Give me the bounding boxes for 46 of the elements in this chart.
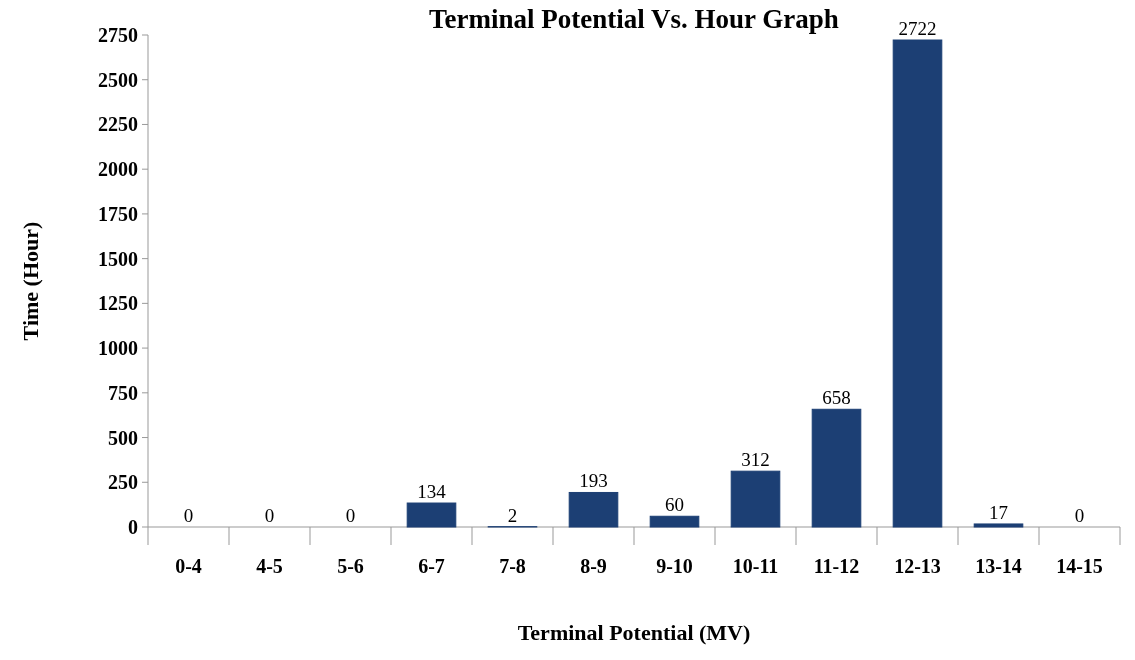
x-axis-title: Terminal Potential (MV) [517,620,751,645]
data-label: 2 [507,504,518,526]
data-label: 0 [1074,505,1085,526]
x-tick-label: 6-7 [418,555,445,577]
x-tick-label: 11-12 [813,555,860,577]
y-tick-label: 1250 [98,292,138,315]
y-tick-label: 500 [108,426,138,449]
data-label: 658 [822,387,851,409]
y-tick-label: 1750 [98,202,138,225]
bar [406,502,457,528]
y-tick-label: 750 [108,381,138,404]
data-label: 2722 [898,18,937,40]
y-tick-label: 2000 [98,158,138,181]
y-tick-label: 2250 [98,113,138,136]
data-label: 17 [989,501,1008,523]
x-tick-label: 13-14 [975,555,1022,577]
data-label: 0 [183,505,194,526]
x-tick-label: 7-8 [499,555,526,577]
y-tick-label: 250 [108,471,138,494]
x-tick-label: 10-11 [732,555,779,577]
bar [649,515,700,528]
data-label: 193 [579,470,608,492]
x-tick-label: 4-5 [256,555,283,577]
x-tick-label: 8-9 [580,555,607,577]
y-axis-title: Time (Hour) [18,221,43,341]
y-tick-label: 2750 [98,24,138,46]
bar [811,408,862,528]
x-tick-label: 12-13 [894,555,941,577]
y-tick-label: 1500 [98,247,138,270]
y-tick-label: 1000 [98,337,138,360]
data-label: 312 [741,449,770,471]
data-label: 60 [665,494,684,516]
bar [892,39,943,528]
data-label: 134 [417,481,447,503]
data-label: 0 [345,505,356,526]
bar [730,470,781,528]
y-tick-label: 0 [128,516,138,538]
y-tick-label: 2500 [98,68,138,91]
data-label: 0 [264,505,275,526]
bar [568,491,619,528]
chart-title: Terminal Potential Vs. Hour Graph [429,4,839,34]
x-tick-label: 14-15 [1056,555,1103,577]
x-tick-label: 9-10 [656,555,693,577]
bar [973,523,1024,528]
x-tick-label: 5-6 [337,555,364,577]
x-tick-label: 0-4 [175,555,202,577]
